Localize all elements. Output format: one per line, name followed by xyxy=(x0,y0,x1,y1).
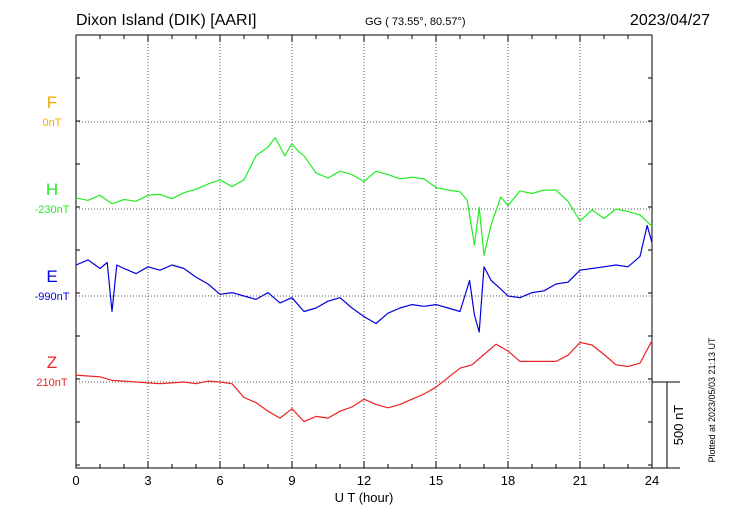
x-tick-label: 24 xyxy=(645,473,659,488)
component-name-z: Z xyxy=(47,353,57,372)
plotted-timestamp: Plotted at 2023/05/03 21:13 UT xyxy=(707,337,717,463)
x-axis-ticks xyxy=(75,35,653,468)
scale-bar: 500 nT xyxy=(652,381,686,469)
component-name-f: F xyxy=(47,93,57,112)
component-baseline-z: 210nT xyxy=(36,377,67,389)
station-coordinates: GG ( 73.55°, 80.57°) xyxy=(365,16,466,28)
component-baseline-f: 0nT xyxy=(43,117,62,129)
component-name-h: H xyxy=(46,180,58,199)
series-line-e xyxy=(75,224,653,333)
x-tick-label: 9 xyxy=(288,473,295,488)
component-name-e: E xyxy=(46,267,57,286)
x-tick-label: 18 xyxy=(501,473,515,488)
x-axis-tick-labels: 0 3 6 9 12 15 18 21 24 xyxy=(72,473,659,488)
x-tick-label: 0 xyxy=(72,473,79,488)
x-axis-label: U T (hour) xyxy=(335,490,394,505)
grid xyxy=(76,35,652,468)
series-layer xyxy=(75,137,653,423)
series-line-z xyxy=(75,340,653,423)
x-tick-label: 6 xyxy=(216,473,223,488)
component-labels: F 0nT H -230nT E -990nT Z 210nT xyxy=(35,93,70,389)
x-tick-label: 21 xyxy=(573,473,587,488)
x-tick-label: 3 xyxy=(144,473,151,488)
x-tick-label: 15 xyxy=(429,473,443,488)
station-title: Dixon Island (DIK) [AARI] xyxy=(76,12,257,29)
component-baseline-e: -990nT xyxy=(35,291,70,303)
x-tick-label: 12 xyxy=(357,473,371,488)
scale-bar-label: 500 nT xyxy=(671,405,686,446)
chart-date: 2023/04/27 xyxy=(630,12,710,29)
series-line-h xyxy=(75,137,653,256)
component-baseline-h: -230nT xyxy=(35,204,70,216)
